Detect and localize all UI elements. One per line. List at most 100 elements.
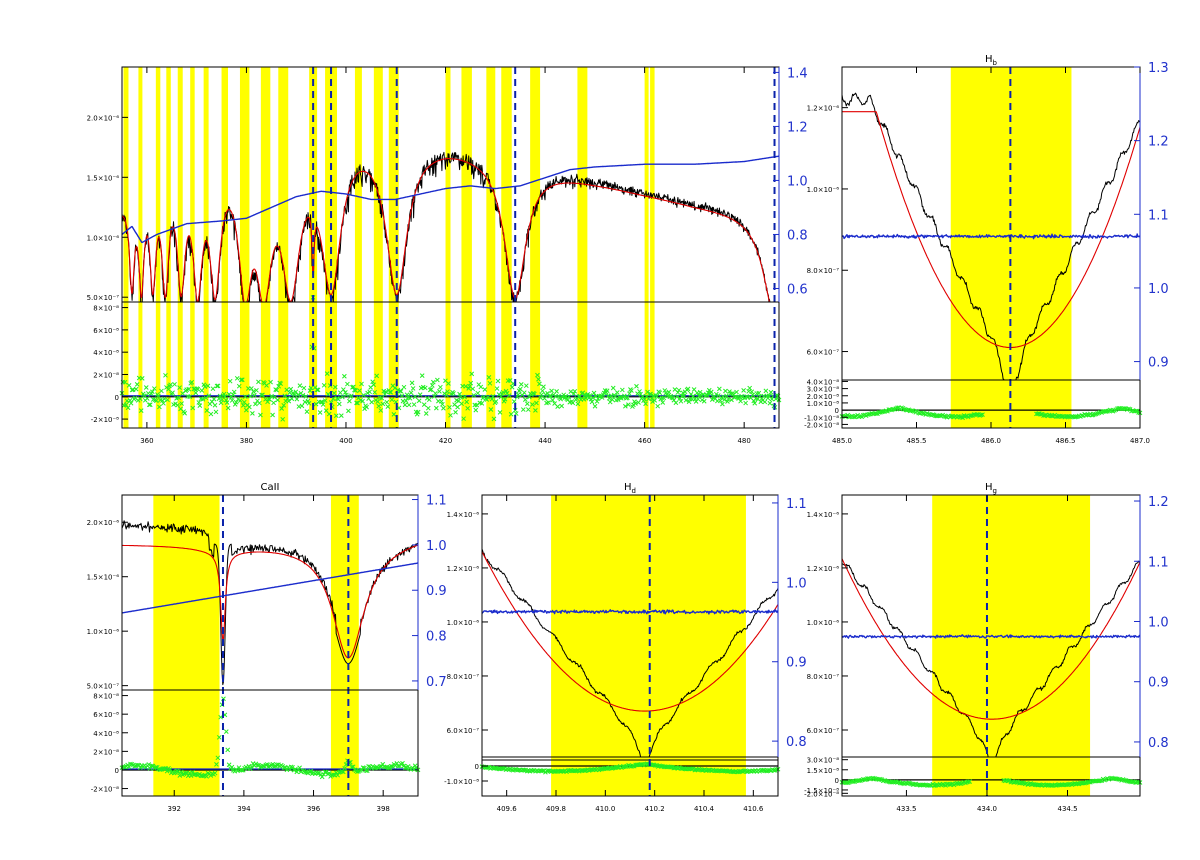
residual-point: [508, 411, 514, 417]
residual-point: [1123, 778, 1129, 783]
residual-point: [470, 386, 476, 392]
residual-point: [401, 384, 407, 390]
residual-point: [681, 393, 687, 399]
y-tick-label: 1.0×10⁻⁶: [807, 619, 840, 627]
residual-point: [720, 401, 725, 407]
residual-point: [587, 393, 593, 398]
residual-point: [724, 393, 729, 399]
residual-point: [278, 381, 284, 387]
residual-point: [599, 766, 605, 772]
top-plot: [482, 548, 778, 757]
residual-point: [540, 388, 545, 394]
y-tick-label: 1.0×10⁻⁶: [87, 234, 120, 242]
residual-point: [636, 400, 641, 405]
residual-point: [500, 389, 506, 395]
residual-point: [315, 770, 321, 776]
residual-point: [342, 766, 348, 771]
residual-point: [331, 390, 337, 396]
residual-point: [271, 400, 276, 406]
residual-point: [599, 395, 605, 400]
residual-point: [159, 388, 164, 394]
residual-point: [360, 398, 365, 404]
y-tick-label: 1.5×10⁻⁶: [87, 574, 120, 582]
residual-point: [926, 411, 931, 417]
residual-point: [1079, 413, 1085, 418]
residual-point: [182, 410, 188, 416]
residual-point: [325, 391, 331, 397]
residual-point: [250, 410, 255, 416]
residual-point: [214, 383, 220, 389]
residual-point: [437, 389, 442, 394]
residual-point: [175, 402, 180, 408]
residual-point: [850, 779, 856, 785]
mask-band: [153, 495, 220, 796]
mask-band: [577, 67, 588, 428]
residual-point: [149, 389, 155, 395]
y-tick-label: 1.5×10⁻⁶: [87, 174, 120, 182]
residual-point: [498, 394, 504, 400]
residual-point: [723, 388, 728, 394]
residual-point: [179, 401, 184, 406]
residual-point: [397, 388, 403, 394]
residual-point: [402, 765, 408, 771]
observed-spectrum-line: [122, 151, 779, 302]
residual-point: [212, 770, 218, 776]
residual-point: [249, 386, 254, 391]
residual-point: [468, 380, 474, 386]
residual-point: [738, 398, 743, 404]
residual-point: [978, 412, 984, 418]
residual-point: [638, 761, 644, 767]
residual-point: [683, 397, 689, 403]
panel-title-main: H: [624, 482, 632, 493]
residual-point: [877, 776, 883, 782]
right-tick-label: 0.7: [426, 675, 447, 690]
right-tick-label: 0.9: [426, 584, 447, 599]
residual-point: [252, 392, 257, 398]
residual-point: [473, 407, 479, 413]
panel-hd: 409.6 409.8 410.0 410.2 410.4 410.6 1.4×10⁻⁶ 1.…: [444, 482, 807, 813]
residual-point: [482, 387, 488, 392]
residual-point: [465, 405, 471, 411]
residual-point: [685, 386, 691, 392]
top-plot: [842, 92, 1140, 380]
residual-point: [506, 393, 512, 398]
right-tick-label: 1.3: [1148, 61, 1169, 76]
residual-point: [488, 407, 494, 412]
residual-point: [453, 409, 458, 415]
residual-point: [211, 396, 217, 402]
residual-point: [435, 377, 440, 383]
residual-point: [463, 384, 469, 389]
residual-point: [355, 769, 360, 774]
observed-spectrum-line: [482, 548, 778, 757]
residual-point: [497, 409, 503, 415]
residual-point: [571, 391, 577, 397]
residual-point: [461, 416, 466, 422]
residual-point: [549, 388, 554, 394]
residual-point: [572, 388, 578, 394]
residual-point: [559, 403, 565, 409]
residual-point: [767, 400, 773, 406]
residual-tick-label: 0: [835, 407, 839, 415]
residual-point: [439, 399, 444, 404]
panel-caii: 392 394 396 398 2.0×10⁻⁶ 1.5×10⁻⁶ 1.0×10⁻⁶ 5.0×…: [87, 482, 447, 813]
residual-point: [640, 393, 645, 399]
residual-point: [215, 383, 221, 389]
residual-point: [196, 400, 202, 405]
residual-point: [411, 766, 417, 772]
residual-point: [403, 398, 409, 404]
residual-point: [229, 398, 235, 403]
residual-point: [524, 401, 530, 407]
residual-point: [128, 761, 133, 767]
residual-tick-label: -2.0×10⁻⁸: [804, 790, 839, 798]
residual-point: [314, 387, 320, 393]
residual-point: [575, 401, 581, 407]
residual-point: [610, 385, 616, 391]
residual-point: [478, 384, 484, 390]
residual-point: [253, 401, 258, 407]
residual-point: [697, 389, 703, 395]
residual-point: [637, 389, 642, 394]
residual-point: [627, 391, 632, 397]
residual-point: [589, 399, 595, 405]
residual-point: [271, 764, 277, 769]
residual-point: [208, 411, 214, 417]
